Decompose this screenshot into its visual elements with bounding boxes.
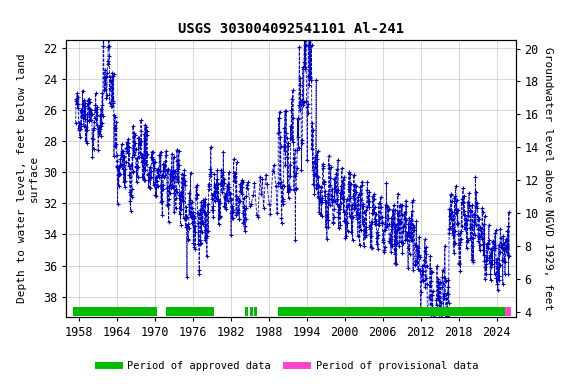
Legend: Period of approved data, Period of provisional data: Period of approved data, Period of provi…	[94, 357, 482, 375]
Title: USGS 303004092541101 Al-241: USGS 303004092541101 Al-241	[178, 22, 404, 36]
Y-axis label: Groundwater level above NGVD 1929, feet: Groundwater level above NGVD 1929, feet	[543, 47, 553, 310]
Y-axis label: Depth to water level, feet below land
surface: Depth to water level, feet below land su…	[17, 54, 39, 303]
